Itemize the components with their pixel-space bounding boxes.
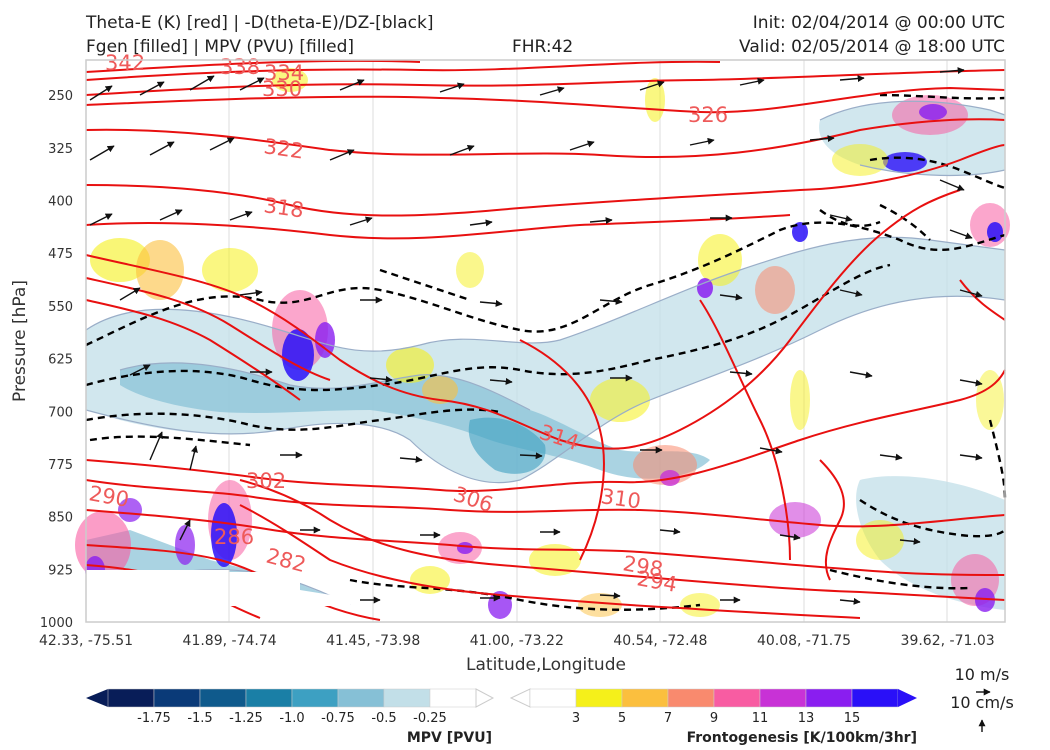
colorbar-cell	[337, 688, 385, 708]
x-tick-label: 40.08, -71.75	[757, 633, 851, 649]
contour-label: 286	[214, 525, 254, 549]
contour-label: 338	[220, 55, 260, 79]
theta-e-contours	[85, 59, 1006, 621]
mpv-region-strong	[468, 417, 546, 474]
colorbar-cell	[759, 688, 807, 708]
fgen-colorbar-extend-low	[509, 688, 531, 708]
title-left-line1: Theta-E (K) [red] | -D(theta-E)/DZ-[blac…	[86, 13, 434, 33]
contour-label: 326	[688, 103, 728, 127]
mpv-colorbar-title: MPV [PVU]	[407, 730, 492, 746]
y-tick-label: 925	[48, 563, 73, 578]
frontogenesis-filled-regions	[75, 68, 1010, 619]
colorbar-cell	[575, 688, 623, 708]
contour-label: 342	[105, 51, 145, 75]
colorbar-tick-label: 3	[572, 711, 580, 726]
wind-vectors	[89, 67, 983, 605]
colorbar-tick-label: 13	[798, 711, 815, 726]
y-axis-label: Pressure [hPa]	[10, 280, 30, 402]
colorbar-cell	[529, 688, 577, 708]
colorbar-tick-label: -0.5	[371, 711, 396, 726]
contour-label: 330	[262, 77, 302, 101]
x-tick-label: 39.62, -71.03	[901, 633, 995, 649]
colorbar-tick-label: -1.25	[229, 711, 263, 726]
title-left-line2: Fgen [filled] | MPV (PVU) [filled]	[86, 37, 355, 57]
y-tick-label: 850	[48, 511, 73, 526]
y-tick-label: 775	[48, 458, 73, 473]
wind-reference-key: 10 m/s 10 cm/s	[950, 665, 1014, 732]
colorbar-cell	[851, 688, 899, 708]
contour-label: 334	[264, 61, 304, 85]
x-tick-label: 41.89, -74.74	[183, 633, 277, 649]
stability-dashed-contours	[85, 93, 1007, 611]
x-axis-ticks: 42.33, -75.51 41.89, -74.74 41.45, -73.98 4…	[39, 633, 995, 649]
y-tick-label: 700	[48, 405, 73, 420]
colorbar-cell	[383, 688, 431, 708]
colorbar-tick-label: -0.25	[413, 711, 447, 726]
colorbar-tick-label: 11	[752, 711, 769, 726]
colorbar-tick-label: -0.75	[321, 711, 355, 726]
x-tick-label: 41.00, -73.22	[470, 633, 564, 649]
fgen-colorbar-cells	[529, 688, 899, 708]
mpv-colorbar-cells	[107, 688, 477, 708]
colorbar-tick-label: -1.75	[137, 711, 171, 726]
colorbar-cell	[199, 688, 247, 708]
mpv-region-moderate	[120, 362, 710, 479]
mpv-colorbar-extend-low	[86, 689, 108, 707]
y-tick-label: 625	[48, 353, 73, 368]
colorbar-tick-label: -1.5	[187, 711, 212, 726]
title-valid: Valid: 02/05/2014 @ 18:00 UTC	[739, 37, 1005, 57]
wind-ref-horizontal-label: 10 m/s	[955, 665, 1010, 684]
fgen-colorbar: 3 5 7 9 11 13 15 Frontogenesis [K/100km/3hr]	[509, 688, 917, 746]
theta-e-contour-labels: 342 338 334 330 326 322 318 314 310 306 …	[87, 51, 728, 597]
y-tick-label: 400	[48, 195, 73, 210]
y-tick-label: 475	[48, 247, 73, 262]
contour-label: 322	[262, 134, 305, 163]
x-tick-label: 41.45, -73.98	[326, 633, 420, 649]
mpv-colorbar-extend-high	[475, 688, 495, 708]
colorbar-cell	[621, 688, 669, 708]
terrain-mask-mid	[229, 572, 350, 606]
x-tick-label: 40.54, -72.48	[613, 633, 707, 649]
colorbar-cell	[667, 688, 715, 708]
mpv-colorbar: -1.75 -1.5 -1.25 -1.0 -0.75 -0.5 -0.25 MPV [PV…	[86, 688, 495, 746]
colorbar-tick-label: 7	[664, 711, 672, 726]
title-fhr: FHR:42	[512, 37, 574, 57]
plot-area: 342 338 334 330 326 322 318 314 310 306 …	[75, 51, 1010, 623]
y-tick-label: 1000	[40, 616, 73, 631]
x-axis-label: Latitude,Longitude	[466, 655, 626, 675]
y-tick-label: 550	[48, 300, 73, 315]
contour-label: 310	[599, 484, 642, 513]
wind-ref-vertical-label: 10 cm/s	[950, 693, 1014, 712]
colorbar-tick-label: 15	[844, 711, 861, 726]
colorbar-cell	[107, 688, 155, 708]
fgen-colorbar-ticks: 3 5 7 9 11 13 15	[572, 711, 860, 726]
colorbar-cell	[713, 688, 761, 708]
x-tick-label: 42.33, -75.51	[39, 633, 133, 649]
title-init: Init: 02/04/2014 @ 00:00 UTC	[752, 13, 1005, 33]
fgen-colorbar-title: Frontogenesis [K/100km/3hr]	[687, 730, 917, 746]
contour-label: 318	[262, 193, 305, 222]
colorbar-cell	[805, 688, 853, 708]
y-tick-label: 325	[48, 142, 73, 157]
y-tick-label: 250	[48, 89, 73, 104]
terrain-mask-left	[86, 570, 229, 622]
colorbar-tick-label: -1.0	[279, 711, 304, 726]
plot-frame	[85, 59, 1006, 623]
colorbar-cell	[153, 688, 201, 708]
colorbar-cell	[291, 688, 339, 708]
colorbar-cell	[245, 688, 293, 708]
y-axis-ticks: 250 325 400 475 550 625 700 775 850 925 1000	[40, 89, 73, 631]
colorbar-tick-label: 5	[618, 711, 626, 726]
contour-label: 302	[246, 469, 286, 493]
colorbar-tick-label: 9	[710, 711, 718, 726]
colorbar-cell	[429, 688, 477, 708]
fgen-colorbar-extend-high	[898, 689, 917, 707]
mpv-colorbar-ticks: -1.75 -1.5 -1.25 -1.0 -0.75 -0.5 -0.25	[137, 711, 447, 726]
